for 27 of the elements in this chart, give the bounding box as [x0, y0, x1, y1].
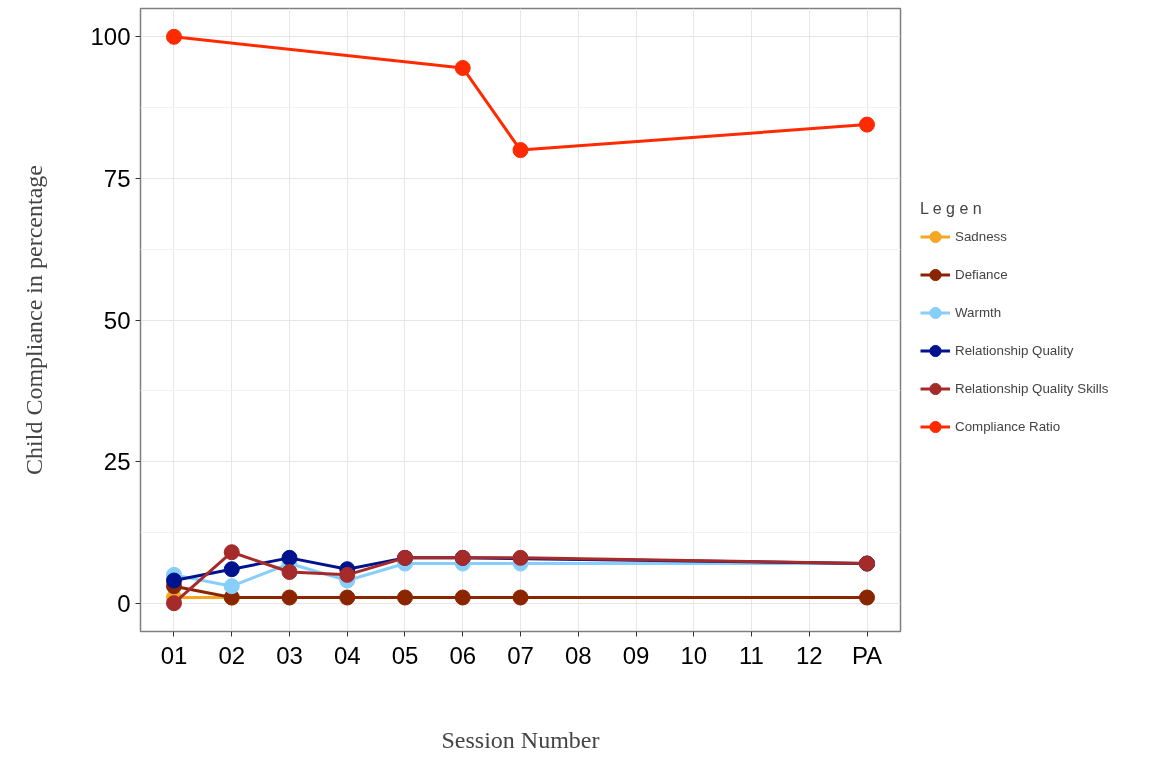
y-tick-label: 0: [117, 589, 131, 617]
y-tick-label: 25: [103, 448, 131, 476]
y-axis-title: Child Compliance in percentage: [21, 165, 48, 475]
x-tick-label: 04: [333, 641, 361, 669]
legend-label: Compliance Ratio: [955, 418, 1061, 434]
x-tick-label: 09: [622, 641, 650, 669]
x-tick-label: 08: [564, 641, 592, 669]
x-tick-label: 01: [160, 641, 188, 669]
x-tick-label: 12: [795, 641, 823, 669]
x-tick-label: 06: [449, 641, 477, 669]
legend-label: Relationship Quality Skills: [955, 380, 1109, 396]
legend-title: L e g e n: [920, 199, 983, 217]
x-tick-label: 05: [391, 641, 419, 669]
x-tick-label: 03: [276, 641, 303, 669]
x-tick-label: 11: [739, 641, 764, 669]
legend-label: Defiance: [955, 266, 1008, 282]
legend-label: Warmth: [955, 304, 1002, 320]
y-tick-label: 75: [103, 164, 131, 192]
x-tick-label: PA: [851, 641, 883, 669]
x-tick-label: 10: [680, 641, 708, 669]
y-tick-label: 50: [103, 306, 131, 334]
y-tick-label: 100: [90, 23, 131, 51]
x-tick-label: 02: [218, 641, 246, 669]
x-axis-title: Session Number: [441, 726, 600, 753]
legend-label: Sadness: [955, 228, 1007, 244]
x-tick-label: 07: [507, 641, 534, 669]
legend-label: Relationship Quality: [955, 342, 1074, 358]
